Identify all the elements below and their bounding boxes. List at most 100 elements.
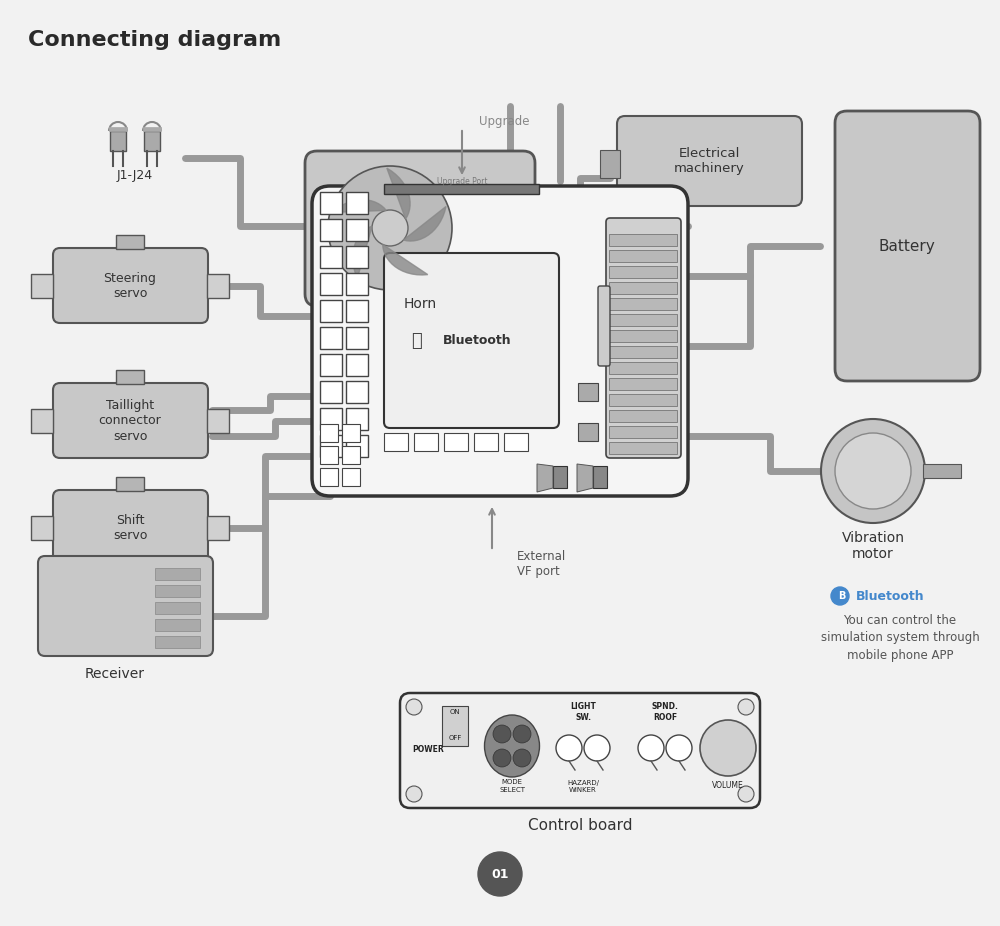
Bar bbox=[384, 184, 539, 194]
Bar bbox=[155, 636, 200, 648]
Text: Steering
servo: Steering servo bbox=[104, 272, 156, 300]
Circle shape bbox=[638, 735, 664, 761]
Bar bbox=[346, 327, 368, 349]
Bar bbox=[609, 266, 677, 278]
Text: Vibration
motor: Vibration motor bbox=[842, 531, 904, 561]
Ellipse shape bbox=[484, 715, 540, 777]
Bar bbox=[578, 383, 598, 401]
Bar bbox=[320, 300, 342, 322]
Bar bbox=[444, 433, 468, 451]
Bar bbox=[609, 394, 677, 406]
Bar bbox=[609, 410, 677, 422]
Bar bbox=[609, 442, 677, 454]
Text: MODE
SELECT: MODE SELECT bbox=[499, 780, 525, 793]
Bar bbox=[207, 274, 229, 298]
Bar bbox=[155, 602, 200, 614]
Bar bbox=[320, 246, 342, 268]
Bar bbox=[31, 274, 53, 298]
Polygon shape bbox=[387, 169, 410, 219]
Bar bbox=[346, 381, 368, 403]
Text: Taillight
connector
servo: Taillight connector servo bbox=[99, 399, 161, 443]
Circle shape bbox=[372, 210, 408, 246]
Circle shape bbox=[835, 433, 911, 509]
Bar bbox=[320, 273, 342, 295]
Text: Shift
servo: Shift servo bbox=[113, 514, 147, 542]
Bar bbox=[346, 354, 368, 376]
Circle shape bbox=[478, 852, 522, 896]
Text: HAZARD/
WINKER: HAZARD/ WINKER bbox=[567, 780, 599, 793]
Circle shape bbox=[493, 725, 511, 743]
Text: Control board: Control board bbox=[528, 819, 632, 833]
Bar bbox=[442, 706, 468, 746]
Circle shape bbox=[406, 699, 422, 715]
Bar bbox=[346, 300, 368, 322]
Bar bbox=[346, 246, 368, 268]
Text: Upgrade Port: Upgrade Port bbox=[437, 177, 487, 185]
Bar bbox=[609, 282, 677, 294]
Bar bbox=[346, 219, 368, 241]
Text: External
VF port: External VF port bbox=[517, 550, 566, 578]
Polygon shape bbox=[577, 464, 593, 492]
Bar bbox=[31, 516, 53, 540]
Bar bbox=[342, 468, 360, 486]
Bar bbox=[116, 235, 144, 249]
Polygon shape bbox=[403, 206, 446, 241]
Circle shape bbox=[584, 735, 610, 761]
Bar bbox=[346, 435, 368, 457]
Text: ⦿: ⦿ bbox=[412, 332, 422, 350]
Circle shape bbox=[700, 720, 756, 776]
Bar bbox=[609, 362, 677, 374]
Bar bbox=[31, 409, 53, 433]
Bar bbox=[342, 446, 360, 464]
Circle shape bbox=[666, 735, 692, 761]
FancyBboxPatch shape bbox=[53, 490, 208, 565]
Bar bbox=[320, 381, 342, 403]
Polygon shape bbox=[332, 200, 386, 212]
Bar bbox=[609, 314, 677, 326]
Text: mobile phone APP: mobile phone APP bbox=[847, 648, 953, 661]
Text: B: B bbox=[838, 591, 846, 601]
Bar bbox=[320, 435, 342, 457]
Bar bbox=[342, 424, 360, 442]
Text: You can control the: You can control the bbox=[843, 615, 957, 628]
FancyBboxPatch shape bbox=[305, 151, 535, 306]
Polygon shape bbox=[537, 464, 553, 492]
Bar bbox=[923, 464, 961, 478]
Circle shape bbox=[513, 749, 531, 767]
Text: Bluetooth: Bluetooth bbox=[443, 334, 511, 347]
Bar bbox=[609, 378, 677, 390]
Text: Receiver: Receiver bbox=[85, 667, 145, 681]
Circle shape bbox=[328, 166, 452, 290]
Bar bbox=[155, 585, 200, 597]
Bar bbox=[504, 433, 528, 451]
Bar bbox=[143, 127, 161, 131]
Polygon shape bbox=[383, 244, 428, 275]
Bar bbox=[155, 568, 200, 580]
Bar bbox=[320, 446, 338, 464]
FancyBboxPatch shape bbox=[53, 383, 208, 458]
FancyBboxPatch shape bbox=[455, 206, 523, 286]
Bar bbox=[414, 433, 438, 451]
Polygon shape bbox=[353, 226, 372, 279]
Bar bbox=[609, 346, 677, 358]
Bar bbox=[110, 131, 126, 151]
FancyBboxPatch shape bbox=[617, 116, 802, 206]
FancyBboxPatch shape bbox=[835, 111, 980, 381]
Bar bbox=[116, 477, 144, 491]
Text: VOLUME: VOLUME bbox=[712, 782, 744, 791]
Bar bbox=[207, 409, 229, 433]
Text: SPND.
ROOF: SPND. ROOF bbox=[652, 702, 678, 721]
Bar bbox=[320, 219, 342, 241]
Circle shape bbox=[821, 419, 925, 523]
Bar bbox=[609, 234, 677, 246]
Text: LIGHT
SW.: LIGHT SW. bbox=[570, 702, 596, 721]
Text: Upgrade: Upgrade bbox=[479, 115, 529, 128]
Bar bbox=[320, 354, 342, 376]
Text: Connecting diagram: Connecting diagram bbox=[28, 30, 281, 50]
Bar bbox=[384, 433, 408, 451]
Bar bbox=[116, 370, 144, 384]
Bar bbox=[609, 330, 677, 342]
Bar bbox=[346, 273, 368, 295]
Circle shape bbox=[493, 749, 511, 767]
Text: 01: 01 bbox=[491, 868, 509, 881]
